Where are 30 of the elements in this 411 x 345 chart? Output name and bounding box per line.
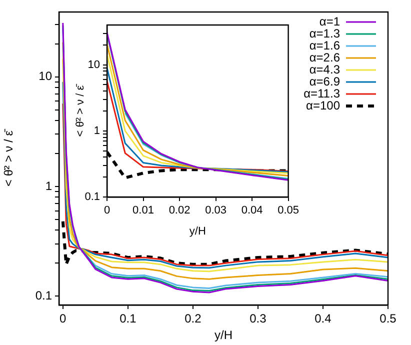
x-tick-label: 0.1 — [120, 312, 137, 326]
legend-label: α=6.9 — [309, 74, 340, 88]
x-axis-title: y/H — [214, 328, 232, 342]
x-tick-label: 0.2 — [184, 312, 202, 326]
legend-label: α=11.3 — [304, 86, 340, 100]
legend-label: α=2.6 — [309, 50, 340, 64]
x-tick-label: 0.5 — [380, 312, 397, 326]
legend-label: α=1.3 — [309, 26, 340, 40]
x-tick-label: 0.02 — [168, 204, 190, 217]
y-tick-label: 10 — [88, 58, 100, 71]
y-axis-title: < θ̇² > ν / ε̄ — [74, 83, 87, 137]
x-tick-label: 0.4 — [314, 312, 332, 326]
x-tick-label: 0.05 — [278, 204, 300, 217]
x-tick-label: 0 — [104, 204, 110, 217]
legend-label: α=1 — [319, 14, 340, 28]
x-tick-label: 0 — [60, 312, 67, 326]
y-tick-label: 10 — [38, 69, 52, 84]
x-axis-title: y/H — [189, 225, 206, 238]
legend-label: α=1.6 — [309, 38, 340, 52]
y-tick-label: 1 — [45, 178, 52, 193]
x-tick-label: 0.01 — [132, 204, 154, 217]
x-tick-label: 0.3 — [250, 312, 267, 326]
x-tick-label: 0.04 — [241, 204, 263, 217]
y-tick-label: 1 — [94, 124, 100, 137]
legend-label: α=100 — [306, 98, 340, 112]
legend-label: α=4.3 — [309, 62, 340, 76]
y-tick-label: 0.1 — [84, 191, 100, 204]
y-tick-label: 0.1 — [35, 288, 52, 302]
x-tick-label: 0.03 — [205, 204, 226, 217]
y-axis-title: < θ̇² > ν / ε̄ — [2, 128, 16, 187]
